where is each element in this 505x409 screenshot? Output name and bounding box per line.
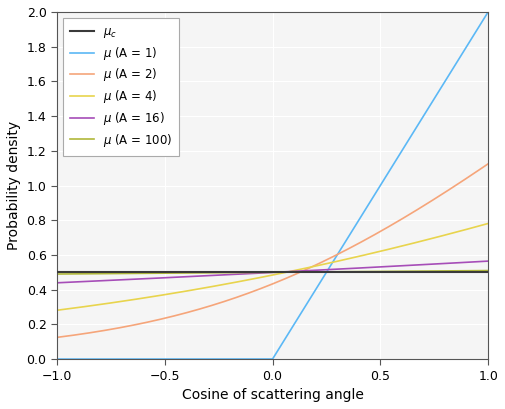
Line: $\mu$ (A = 1): $\mu$ (A = 1) [57,12,488,359]
$\mu$ (A = 100) [54,272,60,276]
Legend: $\mu_c$, $\mu$ (A = 1), $\mu$ (A = 2), $\mu$ (A = 4), $\mu$ (A = 16), $\mu$ (A =: $\mu_c$, $\mu$ (A = 1), $\mu$ (A = 2), $… [63,18,179,156]
$\mu$ (A = 2) [363,237,369,242]
$\mu$ (A = 4) [97,302,103,307]
$\mu$ (A = 1) [409,133,415,138]
$\mu$ (A = 2) [62,334,68,339]
X-axis label: Cosine of scattering angle: Cosine of scattering angle [182,388,364,402]
Line: $\mu$ (A = 100): $\mu$ (A = 100) [57,271,488,274]
Y-axis label: Probability density: Probability density [7,121,21,250]
$\mu$ (A = 2) [54,335,60,340]
$\mu$ (A = 4) [181,289,187,294]
$\mu$ (A = 2) [135,322,141,327]
$\mu$ (A = 4) [317,263,323,267]
$\mu$ (A = 100) [267,270,273,275]
Line: $\mu$ (A = 16): $\mu$ (A = 16) [57,261,488,283]
$\mu$ (A = 16) [54,280,60,285]
$\mu$ (A = 16) [147,276,154,281]
$\mu$ (A = 2) [240,292,246,297]
Line: $\mu$ (A = 4): $\mu$ (A = 4) [57,223,488,310]
$\mu$ (A = 4) [54,308,60,313]
$\mu$ (A = 1) [376,186,382,191]
$\mu$ (A = 1) [313,288,319,292]
$\mu$ (A = 100) [56,272,62,276]
$\mu$ (A = 16) [278,270,284,274]
$\mu$ (A = 1) [219,357,225,362]
$\mu$ (A = 4) [470,225,476,230]
$\mu$ (A = 2) [114,326,120,331]
$\mu$ (A = 1) [54,357,60,362]
$\mu$ (A = 4) [84,304,90,309]
$\mu$ (A = 2) [485,162,491,166]
$\mu$ (A = 16) [56,280,62,285]
$\mu$ (A = 100) [463,268,469,273]
$\mu$ (A = 100) [485,268,491,273]
$\mu$ (A = 16) [465,260,471,265]
Line: $\mu$ (A = 2): $\mu$ (A = 2) [57,164,488,337]
$\mu$ (A = 1) [334,252,340,257]
$\mu$ (A = 1) [485,9,491,14]
$\mu$ (A = 100) [72,272,78,276]
$\mu$ (A = 1) [132,357,138,362]
$\mu$ (A = 16) [83,279,89,284]
$\mu$ (A = 100) [140,271,146,276]
$\mu$ (A = 16) [74,279,80,284]
$\mu$ (A = 4) [58,308,64,312]
$\mu$ (A = 4) [485,221,491,226]
$\mu$ (A = 100) [80,271,86,276]
$\mu$ (A = 2) [475,169,481,173]
$\mu$ (A = 16) [485,258,491,263]
